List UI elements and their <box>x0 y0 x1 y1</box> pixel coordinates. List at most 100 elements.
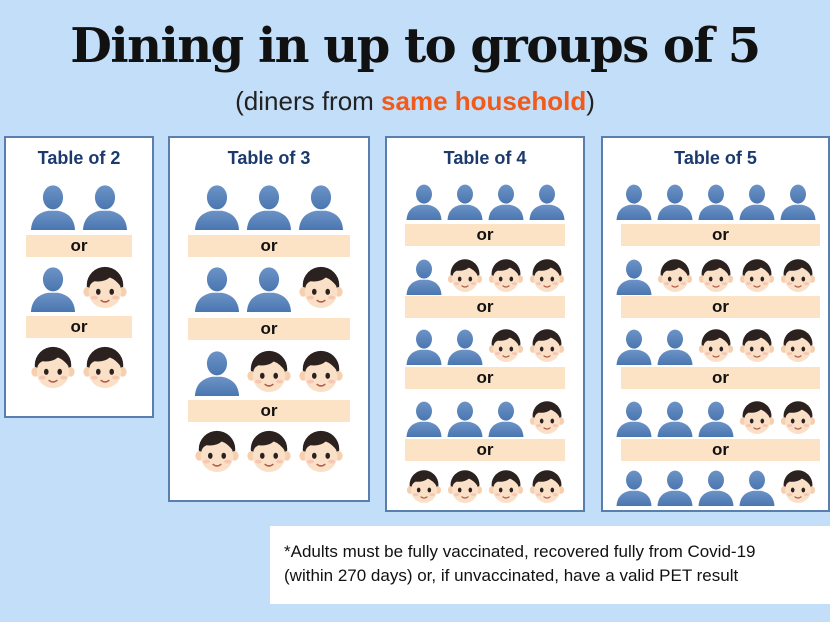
child-face-icon <box>447 259 482 292</box>
child-face-icon <box>488 470 523 503</box>
seating-option <box>387 399 583 437</box>
footnote: *Adults must be fully vaccinated, recove… <box>270 526 830 604</box>
adult-silhouette-icon <box>82 185 128 230</box>
adult-silhouette-icon <box>657 184 692 220</box>
child-face-icon <box>780 259 815 292</box>
adult-silhouette-icon <box>406 401 441 437</box>
or-separator: or <box>621 439 820 461</box>
table-card-2: Table of 2 or or <box>4 136 154 418</box>
child-face-icon <box>657 259 692 292</box>
adult-silhouette-icon <box>406 259 441 295</box>
subtitle-highlight: same household <box>381 86 587 116</box>
adult-silhouette-icon <box>616 259 651 295</box>
seating-option <box>170 348 368 396</box>
seating-option <box>6 344 152 392</box>
adult-silhouette-icon <box>30 185 76 230</box>
child-face-icon <box>488 259 523 292</box>
table-title: Table of 4 <box>443 148 527 168</box>
or-separator: or <box>621 224 820 246</box>
child-face-icon <box>195 430 239 473</box>
child-face-icon <box>739 329 774 362</box>
child-face-icon <box>83 266 127 309</box>
child-face-icon <box>780 401 815 434</box>
seating-option <box>170 428 368 476</box>
adult-silhouette-icon <box>246 185 292 230</box>
adult-silhouette-icon <box>194 185 240 230</box>
table-card-4: Table of 4 or or or or <box>385 136 585 512</box>
seating-option <box>387 327 583 365</box>
adult-silhouette-icon <box>739 470 774 506</box>
seating-option <box>6 182 152 230</box>
child-face-icon <box>739 401 774 434</box>
adult-silhouette-icon <box>698 184 733 220</box>
adult-silhouette-icon <box>488 184 523 220</box>
adult-silhouette-icon <box>406 329 441 365</box>
or-separator: or <box>26 316 132 338</box>
subtitle-prefix: (diners from <box>235 86 382 116</box>
adult-silhouette-icon <box>194 267 240 312</box>
adult-silhouette-icon <box>698 401 733 437</box>
seating-option <box>603 468 828 506</box>
child-face-icon <box>247 430 291 473</box>
or-separator: or <box>621 296 820 318</box>
or-separator: or <box>188 235 350 257</box>
adult-silhouette-icon <box>616 184 651 220</box>
adult-silhouette-icon <box>657 401 692 437</box>
child-face-icon <box>247 350 291 393</box>
child-face-icon <box>406 470 441 503</box>
adult-silhouette-icon <box>298 185 344 230</box>
child-face-icon <box>529 259 564 292</box>
or-separator: or <box>26 235 132 257</box>
adult-silhouette-icon <box>246 267 292 312</box>
child-face-icon <box>529 329 564 362</box>
adult-silhouette-icon <box>488 401 523 437</box>
adult-silhouette-icon <box>447 184 482 220</box>
adult-silhouette-icon <box>30 267 76 312</box>
child-face-icon <box>698 259 733 292</box>
child-face-icon <box>447 470 482 503</box>
child-face-icon <box>529 470 564 503</box>
seating-option <box>603 257 828 295</box>
or-separator: or <box>188 400 350 422</box>
child-face-icon <box>780 470 815 503</box>
adult-silhouette-icon <box>616 401 651 437</box>
or-separator: or <box>405 439 565 461</box>
adult-silhouette-icon <box>780 184 815 220</box>
child-face-icon <box>780 329 815 362</box>
child-face-icon <box>299 350 343 393</box>
or-separator: or <box>405 224 565 246</box>
adult-silhouette-icon <box>616 470 651 506</box>
footnote-line-1: *Adults must be fully vaccinated, recove… <box>284 542 756 561</box>
child-face-icon <box>31 346 75 389</box>
seating-option <box>6 264 152 312</box>
adult-silhouette-icon <box>447 401 482 437</box>
child-face-icon <box>529 401 564 434</box>
seating-option <box>603 327 828 365</box>
child-face-icon <box>488 329 523 362</box>
child-face-icon <box>299 266 343 309</box>
seating-option <box>170 182 368 230</box>
page-title: Dining in up to groups of 5 <box>70 18 761 74</box>
seating-option <box>387 257 583 295</box>
seating-option <box>603 399 828 437</box>
table-title: Table of 5 <box>674 148 757 168</box>
child-face-icon <box>299 430 343 473</box>
adult-silhouette-icon <box>529 184 564 220</box>
child-face-icon <box>698 329 733 362</box>
table-title: Table of 3 <box>227 148 311 168</box>
seating-option <box>387 468 583 506</box>
or-separator: or <box>405 296 565 318</box>
footnote-line-2: (within 270 days) or, if unvaccinated, h… <box>284 566 739 585</box>
adult-silhouette-icon <box>447 329 482 365</box>
seating-option <box>603 182 828 220</box>
seating-option <box>170 264 368 312</box>
or-separator: or <box>621 367 820 389</box>
or-separator: or <box>405 367 565 389</box>
table-card-5: Table of 5 or or or or <box>601 136 830 512</box>
page-subtitle: (diners from same household) <box>0 86 830 117</box>
table-title: Table of 2 <box>37 148 121 168</box>
table-card-3: Table of 3 or or or <box>168 136 370 502</box>
adult-silhouette-icon <box>657 329 692 365</box>
adult-silhouette-icon <box>616 329 651 365</box>
adult-silhouette-icon <box>698 470 733 506</box>
